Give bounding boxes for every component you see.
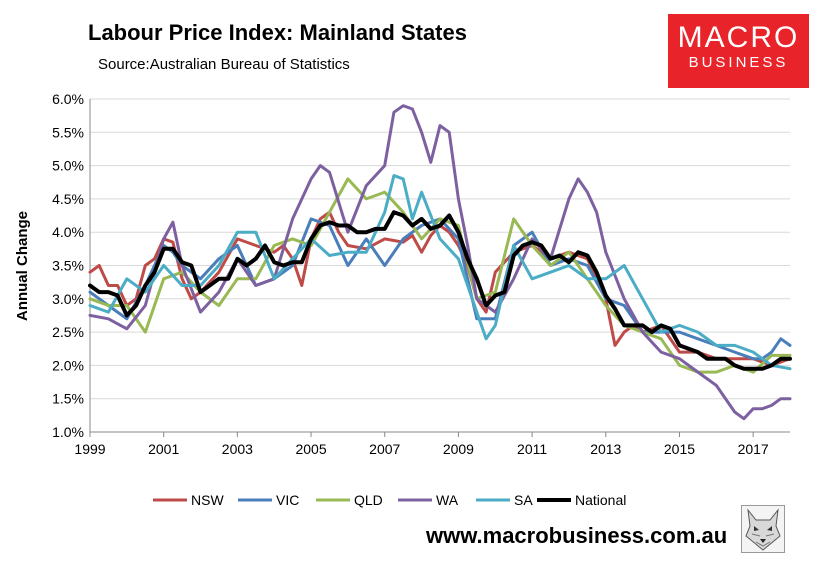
legend-label-nsw: NSW bbox=[191, 492, 224, 508]
x-tick-label: 1999 bbox=[74, 441, 105, 457]
x-tick-label: 2007 bbox=[369, 441, 400, 457]
logo-line-1: MACRO bbox=[677, 21, 800, 54]
legend-label-sa: SA bbox=[514, 492, 533, 508]
y-tick-label: 3.0% bbox=[52, 291, 84, 307]
series-line-sa bbox=[88, 174, 792, 371]
x-tick-labels: 1999 2001 2003 2005 2007 2009 2011 2013 2015 2017 bbox=[74, 432, 769, 457]
chart-source: Source:Australian Bureau of Statistics bbox=[98, 56, 350, 73]
y-tick-label: 6.0% bbox=[52, 91, 84, 107]
macrobusiness-logo[interactable]: MACRO BUSINESS bbox=[668, 14, 809, 88]
legend-label-vic: VIC bbox=[276, 492, 299, 508]
y-tick-label: 5.5% bbox=[52, 124, 84, 140]
y-tick-label: 5.0% bbox=[52, 158, 84, 174]
x-tick-label: 2015 bbox=[664, 441, 695, 457]
legend: NSW VIC QLD WA SA National bbox=[153, 492, 626, 508]
gridlines bbox=[89, 98, 790, 433]
y-tick-label: 1.0% bbox=[52, 424, 84, 440]
y-tick-labels: 1.0% 1.5% 2.0% 2.5% 3.0% 3.5% 4.0% 4.5% 5.0% 5.5%… bbox=[52, 91, 84, 440]
logo-line-2: BUSINESS bbox=[688, 54, 789, 71]
y-tick-label: 2.5% bbox=[52, 324, 84, 340]
legend-label-national: National bbox=[575, 492, 626, 508]
x-tick-label: 2005 bbox=[295, 441, 326, 457]
x-tick-label: 2013 bbox=[590, 441, 621, 457]
x-tick-label: 2009 bbox=[443, 441, 474, 457]
website-link[interactable]: www.macrobusiness.com.au bbox=[426, 523, 728, 548]
chart-title: Labour Price Index: Mainland States bbox=[88, 20, 467, 45]
series-line-vic bbox=[88, 217, 792, 361]
x-tick-label: 2003 bbox=[222, 441, 253, 457]
y-tick-label: 2.0% bbox=[52, 357, 84, 373]
y-tick-label: 3.5% bbox=[52, 258, 84, 274]
y-tick-label: 1.5% bbox=[52, 391, 84, 407]
wolf-sketch-icon bbox=[741, 505, 785, 553]
series-line-national bbox=[88, 210, 792, 371]
x-tick-label: 2011 bbox=[517, 441, 547, 457]
legend-label-qld: QLD bbox=[354, 492, 383, 508]
y-tick-label: 4.5% bbox=[52, 191, 84, 207]
x-tick-label: 2001 bbox=[148, 441, 179, 457]
y-tick-label: 4.0% bbox=[52, 224, 84, 240]
series-lines bbox=[88, 104, 792, 421]
x-tick-label: 2017 bbox=[738, 441, 769, 457]
legend-label-wa: WA bbox=[436, 492, 459, 508]
series-line-wa bbox=[88, 104, 792, 421]
